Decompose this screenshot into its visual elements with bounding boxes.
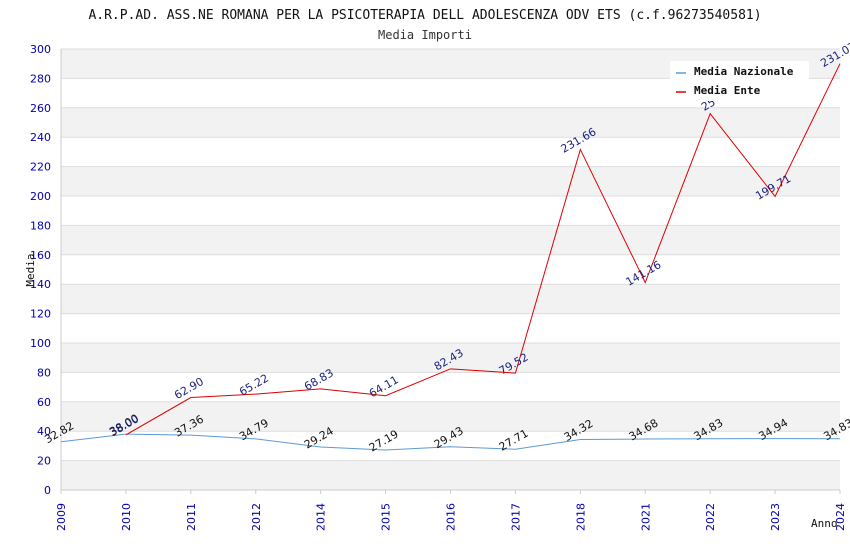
y-tick-label-100: 100 xyxy=(30,337,51,350)
y-tick-label-120: 120 xyxy=(30,308,51,321)
x-tick-label-2012: 2012 xyxy=(250,503,263,531)
x-tick-label-2023: 2023 xyxy=(769,503,782,531)
x-tick-label-2010: 2010 xyxy=(120,503,133,531)
x-tick-label-2017: 2017 xyxy=(509,503,522,531)
grid-band xyxy=(61,401,840,432)
series-line-media-ente xyxy=(125,63,841,436)
legend-label-media-nazionale: Media Nazionale xyxy=(694,65,794,78)
grid-band xyxy=(61,313,840,343)
y-tick-label-280: 280 xyxy=(30,72,51,85)
legend-label-media-ente: Media Ente xyxy=(694,84,761,97)
x-tick-label-2009: 2009 xyxy=(55,503,68,531)
grid-band xyxy=(61,254,840,285)
y-tick-label-220: 220 xyxy=(30,161,51,174)
y-tick-label-140: 140 xyxy=(30,278,51,291)
grid-band xyxy=(61,166,840,196)
series-line-media-nazionale xyxy=(60,433,841,451)
grid-band xyxy=(61,284,840,314)
grid-band xyxy=(61,431,840,461)
y-tick-label-60: 60 xyxy=(37,396,51,409)
y-tick-label-240: 240 xyxy=(30,131,51,144)
legend: Media Nazionale Media Ente xyxy=(670,61,809,101)
y-tick-label-0: 0 xyxy=(44,484,51,497)
x-tick-label-2018: 2018 xyxy=(574,503,587,531)
y-tick-label-260: 260 xyxy=(30,102,51,115)
grid-band xyxy=(61,372,840,402)
x-axis-label: Anno xyxy=(811,517,838,530)
y-tick-label-200: 200 xyxy=(30,190,51,203)
grid-band xyxy=(61,137,840,167)
y-tick-label-80: 80 xyxy=(37,366,51,379)
legend-box xyxy=(670,61,809,101)
y-tick-label-160: 160 xyxy=(30,249,51,262)
grid-band xyxy=(61,196,840,226)
x-tick-label-2015: 2015 xyxy=(380,503,393,531)
grid-band xyxy=(61,225,840,255)
x-tick-label-2021: 2021 xyxy=(639,503,652,531)
y-tick-label-20: 20 xyxy=(37,455,51,468)
grid-band xyxy=(61,107,840,138)
x-tick-label-2014: 2014 xyxy=(315,503,328,531)
x-tick-label-2016: 2016 xyxy=(445,503,458,531)
grid-band xyxy=(61,343,840,373)
y-axis-label: Media xyxy=(24,253,37,286)
x-tick-label-2022: 2022 xyxy=(704,503,717,531)
y-tick-label-300: 300 xyxy=(30,43,51,56)
y-tick-label-180: 180 xyxy=(30,219,51,232)
chart-title: A.R.P.AD. ASS.NE ROMANA PER LA PSICOTERA… xyxy=(88,8,761,23)
grid-band xyxy=(61,460,840,490)
x-tick-label-2011: 2011 xyxy=(185,503,198,531)
x-tick-label-2024: 2024 xyxy=(834,503,847,531)
y-tick-label-40: 40 xyxy=(37,425,51,438)
chart-subtitle: Media Importi xyxy=(378,28,472,42)
